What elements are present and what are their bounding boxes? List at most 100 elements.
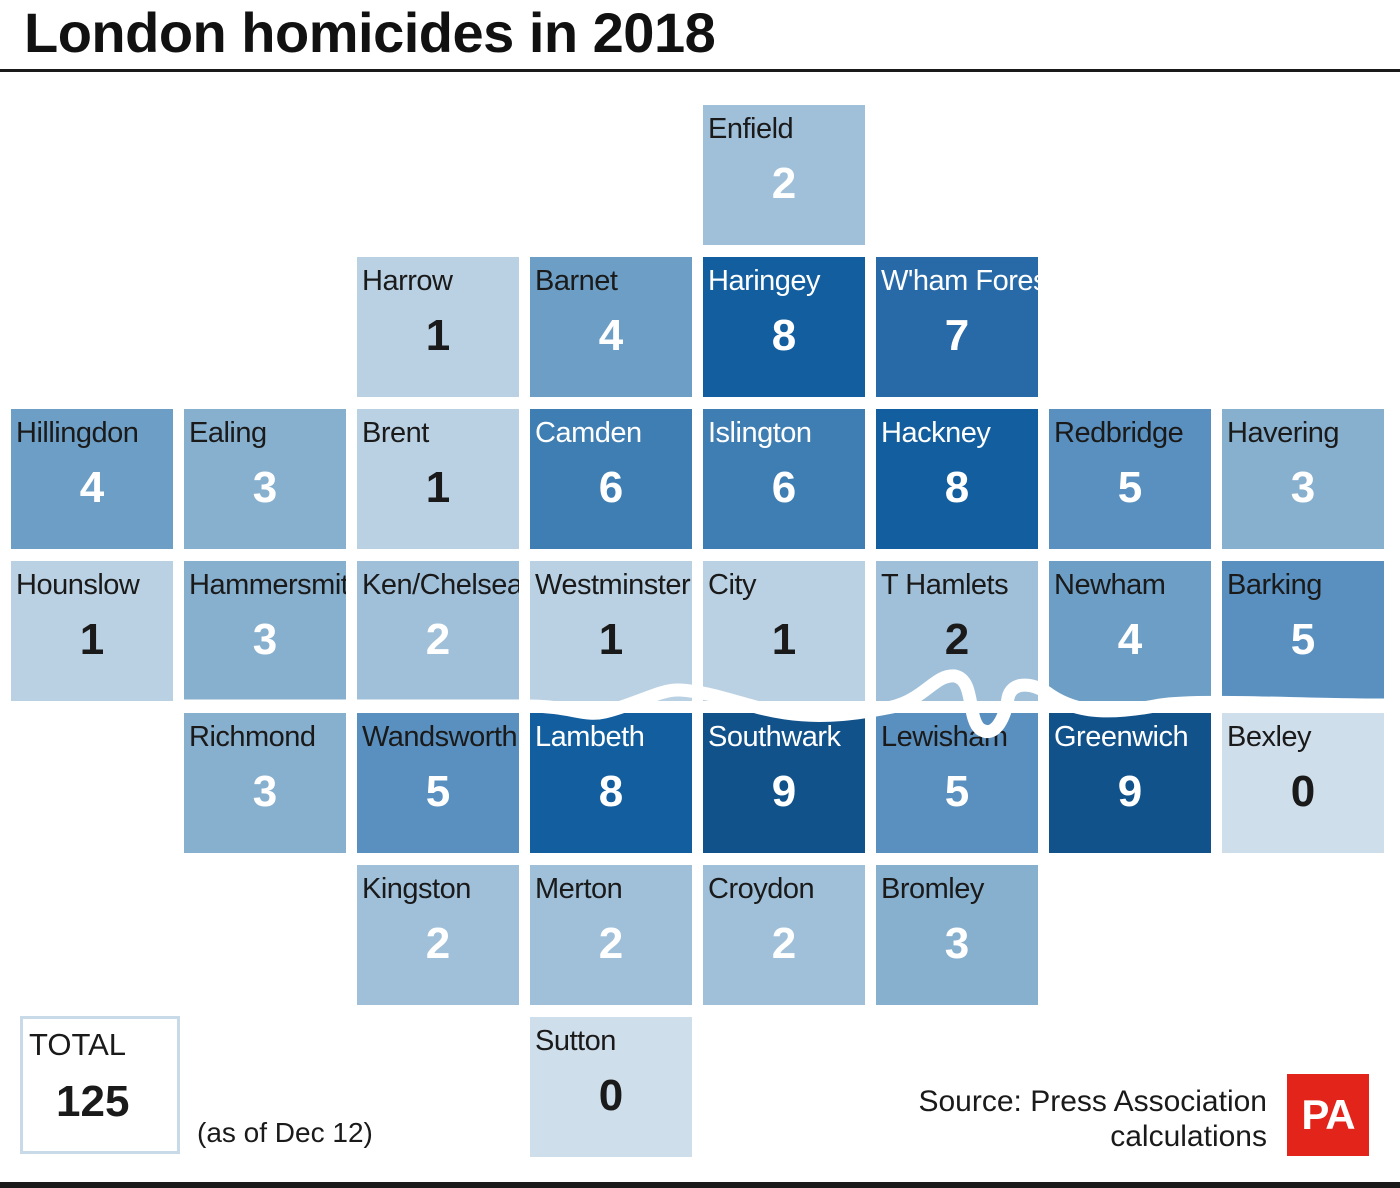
borough-name: Kingston [362, 873, 471, 905]
total-label: TOTAL [29, 1027, 127, 1062]
borough-name: T Hamlets [881, 569, 1009, 601]
borough-value: 5 [1290, 615, 1316, 664]
borough-value: 2 [598, 919, 624, 968]
borough-value: 8 [771, 311, 797, 360]
borough-name: Hammersmith [189, 569, 346, 601]
borough-name: Barnet [535, 265, 618, 297]
borough-name: Haringey [708, 265, 821, 297]
borough-name: Hackney [881, 417, 991, 449]
borough-name: Barking [1227, 569, 1322, 601]
borough-tile: Greenwich 9 [1049, 713, 1211, 853]
borough-tile: Merton 2 [530, 865, 692, 1005]
borough-tile: Bexley 0 [1222, 713, 1384, 853]
borough-value: 5 [944, 767, 970, 816]
borough-value: 3 [252, 767, 278, 816]
borough-value: 8 [944, 463, 970, 512]
borough-value: 5 [1117, 463, 1143, 512]
total-box: TOTAL 125 [20, 1016, 180, 1154]
borough-tile: Wandsworth 5 [357, 713, 519, 853]
borough-name: Islington [708, 417, 812, 449]
borough-name: City [708, 569, 756, 601]
borough-value: 4 [1117, 615, 1143, 664]
borough-tile: Redbridge 5 [1049, 409, 1211, 549]
borough-tile: Westminster 1 [530, 561, 692, 701]
source-credit: Source: Press Association calculations [918, 1084, 1267, 1154]
borough-tile: Hackney 8 [876, 409, 1038, 549]
total-value: 125 [56, 1077, 130, 1126]
borough-value: 3 [252, 463, 278, 512]
borough-tile: Ken/Chelsea 2 [357, 561, 519, 701]
borough-tile: Croydon 2 [703, 865, 865, 1005]
borough-name: Westminster [535, 569, 691, 601]
borough-tile: Camden 6 [530, 409, 692, 549]
borough-name: Camden [535, 417, 642, 449]
borough-name: Lambeth [535, 721, 645, 753]
borough-tile: Enfield 2 [703, 105, 865, 245]
borough-value: 1 [425, 311, 451, 360]
borough-tile: Havering 3 [1222, 409, 1384, 549]
borough-tile: Hounslow 1 [11, 561, 173, 701]
borough-value: 4 [79, 463, 105, 512]
borough-name: Greenwich [1054, 721, 1189, 753]
borough-name: W'ham Forest [881, 265, 1038, 297]
borough-name: Richmond [189, 721, 316, 753]
borough-value: 2 [771, 919, 797, 968]
borough-tile: City 1 [703, 561, 865, 701]
borough-tile: Haringey 8 [703, 257, 865, 397]
borough-value: 1 [771, 615, 797, 664]
borough-name: Enfield [708, 113, 794, 145]
borough-value: 1 [425, 463, 451, 512]
borough-tile: Hillingdon 4 [11, 409, 173, 549]
borough-name: Hillingdon [16, 417, 139, 449]
borough-name: Lewisham [881, 721, 1008, 753]
borough-name: Hounslow [16, 569, 140, 601]
borough-tile: Sutton 0 [530, 1017, 692, 1157]
borough-tile: Hammersmith 3 [184, 561, 346, 701]
bottom-divider [0, 1182, 1400, 1188]
borough-name: Newham [1054, 569, 1166, 601]
borough-tile: Newham 4 [1049, 561, 1211, 701]
borough-name: Brent [362, 417, 429, 449]
borough-value: 8 [598, 767, 624, 816]
borough-tile: Barking 5 [1222, 561, 1384, 701]
borough-name: Merton [535, 873, 623, 905]
source-line-1: Source: Press Association [918, 1085, 1267, 1118]
chart-title: London homicides in 2018 [24, 1, 716, 64]
borough-name: Havering [1227, 417, 1340, 449]
borough-name: Redbridge [1054, 417, 1184, 449]
borough-name: Southwark [708, 721, 841, 753]
borough-value: 3 [252, 615, 278, 664]
borough-tile: Kingston 2 [357, 865, 519, 1005]
borough-value: 2 [425, 615, 451, 664]
borough-tile: Barnet 4 [530, 257, 692, 397]
borough-value: 4 [598, 311, 624, 360]
borough-tile: Southwark 9 [703, 713, 865, 853]
borough-name: Ken/Chelsea [362, 569, 519, 601]
borough-value: 6 [771, 463, 797, 512]
borough-value: 5 [425, 767, 451, 816]
borough-tile: Richmond 3 [184, 713, 346, 853]
borough-value: 1 [598, 615, 624, 664]
borough-tile: Lewisham 5 [876, 713, 1038, 853]
borough-value: 0 [598, 1071, 624, 1120]
borough-tile: Harrow 1 [357, 257, 519, 397]
borough-name: Wandsworth [362, 721, 518, 753]
borough-value: 2 [771, 159, 797, 208]
borough-tile: W'ham Forest 7 [876, 257, 1038, 397]
borough-value: 9 [1117, 767, 1143, 816]
borough-tile: Brent 1 [357, 409, 519, 549]
borough-value: 9 [771, 767, 797, 816]
borough-value: 2 [425, 919, 451, 968]
borough-name: Bromley [881, 873, 984, 905]
borough-tile: Lambeth 8 [530, 713, 692, 853]
borough-tile: Ealing 3 [184, 409, 346, 549]
borough-tile: Islington 6 [703, 409, 865, 549]
pa-logo: PA [1287, 1074, 1369, 1156]
borough-name: Sutton [535, 1025, 616, 1057]
borough-value: 2 [944, 615, 970, 664]
borough-tile: Bromley 3 [876, 865, 1038, 1005]
borough-name: Ealing [189, 417, 267, 449]
borough-value: 3 [944, 919, 970, 968]
source-line-2: calculations [1110, 1120, 1267, 1153]
